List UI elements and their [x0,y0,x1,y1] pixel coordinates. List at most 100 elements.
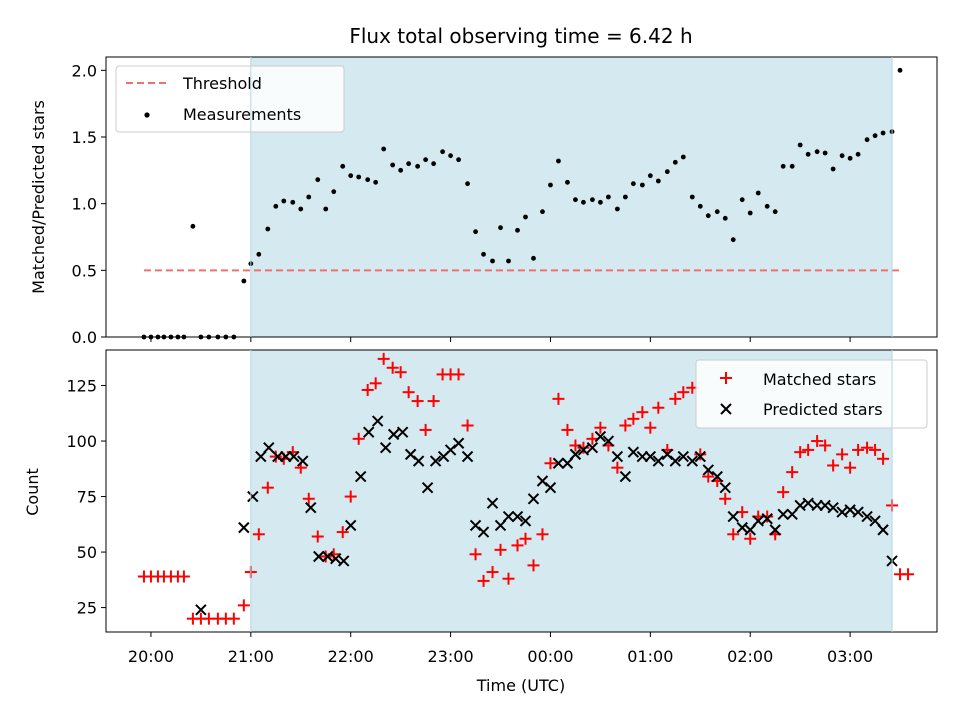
top-y-tick-label: 1.0 [72,195,97,214]
measurement-point [847,155,853,161]
measurement-point [680,154,686,160]
measurement-point [390,162,396,168]
predicted-star-point [752,515,764,527]
measurement-point [630,181,636,187]
measurement-point [880,130,886,136]
matched-star-point [669,392,682,405]
top-y-tick-label: 2.0 [72,61,97,80]
matched-star-point [702,470,715,483]
predicted-star-point [247,490,259,503]
matched-star-point [727,528,740,541]
predicted-star-point [263,441,275,454]
measurement-point [306,194,312,200]
measurement-point [689,194,695,200]
predicted-star-point [527,493,540,505]
top-panel: 0.00.51.01.52.0 Matched/Predicted stars … [29,56,938,347]
measurement-point [855,151,861,157]
measurement-point [290,199,296,205]
matched-star-point [869,443,882,456]
matched-star-point [402,386,415,399]
predicted-star-point [627,446,640,458]
chart-title: Flux total observing time = 6.42 h [349,24,692,48]
matched-star-point [719,492,732,505]
matched-star-point [536,528,549,541]
matched-star-point [902,568,915,581]
matched-star-point [677,386,690,399]
predicted-star-point [502,510,515,523]
matched-star-point [394,366,407,379]
matched-star-point [694,448,707,461]
matched-star-point [552,392,565,405]
measurement-point [565,179,570,185]
x-axis-label: Time (UTC) [476,676,565,695]
predicted-star-point [371,415,384,427]
matched-star-point [502,572,515,585]
measurement-point [897,67,903,73]
predicted-star-point [313,550,325,563]
matched-star-point [361,383,374,396]
predicted-star-point [877,524,889,536]
x-tick-label: 23:00 [428,647,474,666]
bottom-y-ticks: 25 50 75 100 125 [66,377,106,618]
predicted-star-point [461,450,474,463]
predicted-star-point [330,553,342,565]
matched-star-point [261,481,274,494]
measurement-point [340,163,346,169]
measurement-point [722,215,728,221]
measurement-point [581,199,586,205]
top-y-axis-label: Matched/Predicted stars [29,100,48,294]
predicted-star-point [861,510,873,523]
measurement-point [705,213,711,219]
predicted-star-point [769,524,781,536]
matched-star-point [302,492,315,505]
matched-star-point [577,441,590,454]
matched-star-point [269,450,282,463]
x-tick-label: 21:00 [228,647,274,666]
top-legend: Threshold Measurements [115,65,345,133]
top-shaded-region [250,57,893,337]
measurement-point [839,153,845,159]
matched-star-point [452,368,465,381]
bottom-y-tick-label: 100 [66,432,97,451]
measurement-point [789,163,795,169]
predicted-star-point [577,444,590,456]
predicted-star-point [412,455,425,467]
bottom-y-tick-label: 50 [77,543,97,562]
measurement-point [598,199,603,205]
measurement-point [540,209,545,215]
matched-star-point [594,421,607,434]
matched-star-point [652,401,665,414]
predicted-star-point [802,497,814,509]
measurement-point [241,278,247,284]
measurement-point [556,158,561,164]
predicted-star-point [494,519,507,532]
top-y-tick-label: 1.5 [72,128,97,147]
matched-star-point [511,539,524,552]
matched-stars-legend-marker [720,372,732,384]
measurement-point [415,163,421,169]
predicted-star-point [477,526,490,538]
predicted-star-point [794,499,806,512]
top-x-ticks [150,337,851,342]
matched-star-point [844,461,857,474]
matched-star-point [827,459,840,472]
matched-star-point [419,423,432,436]
measurement-point [605,194,611,200]
predicted-star-point [238,521,250,534]
measurement-point [481,251,486,257]
matched-star-point [527,559,540,572]
x-tick-label: 02:00 [727,647,773,666]
matched-star-point [336,526,349,539]
matched-star-point [344,490,357,503]
measurement-point [664,169,670,175]
measurement-point [498,225,503,231]
matched-star-point [836,448,849,461]
predicted-star-point [354,470,367,483]
predicted-star-point [396,426,409,438]
predicted-star-point [744,524,756,536]
measurements-points [141,67,903,340]
predicted-star-point [322,550,334,563]
measurement-point [647,173,653,179]
measurement-point [814,149,820,155]
bottom-legend: Matched stars Predicted stars [695,359,928,429]
